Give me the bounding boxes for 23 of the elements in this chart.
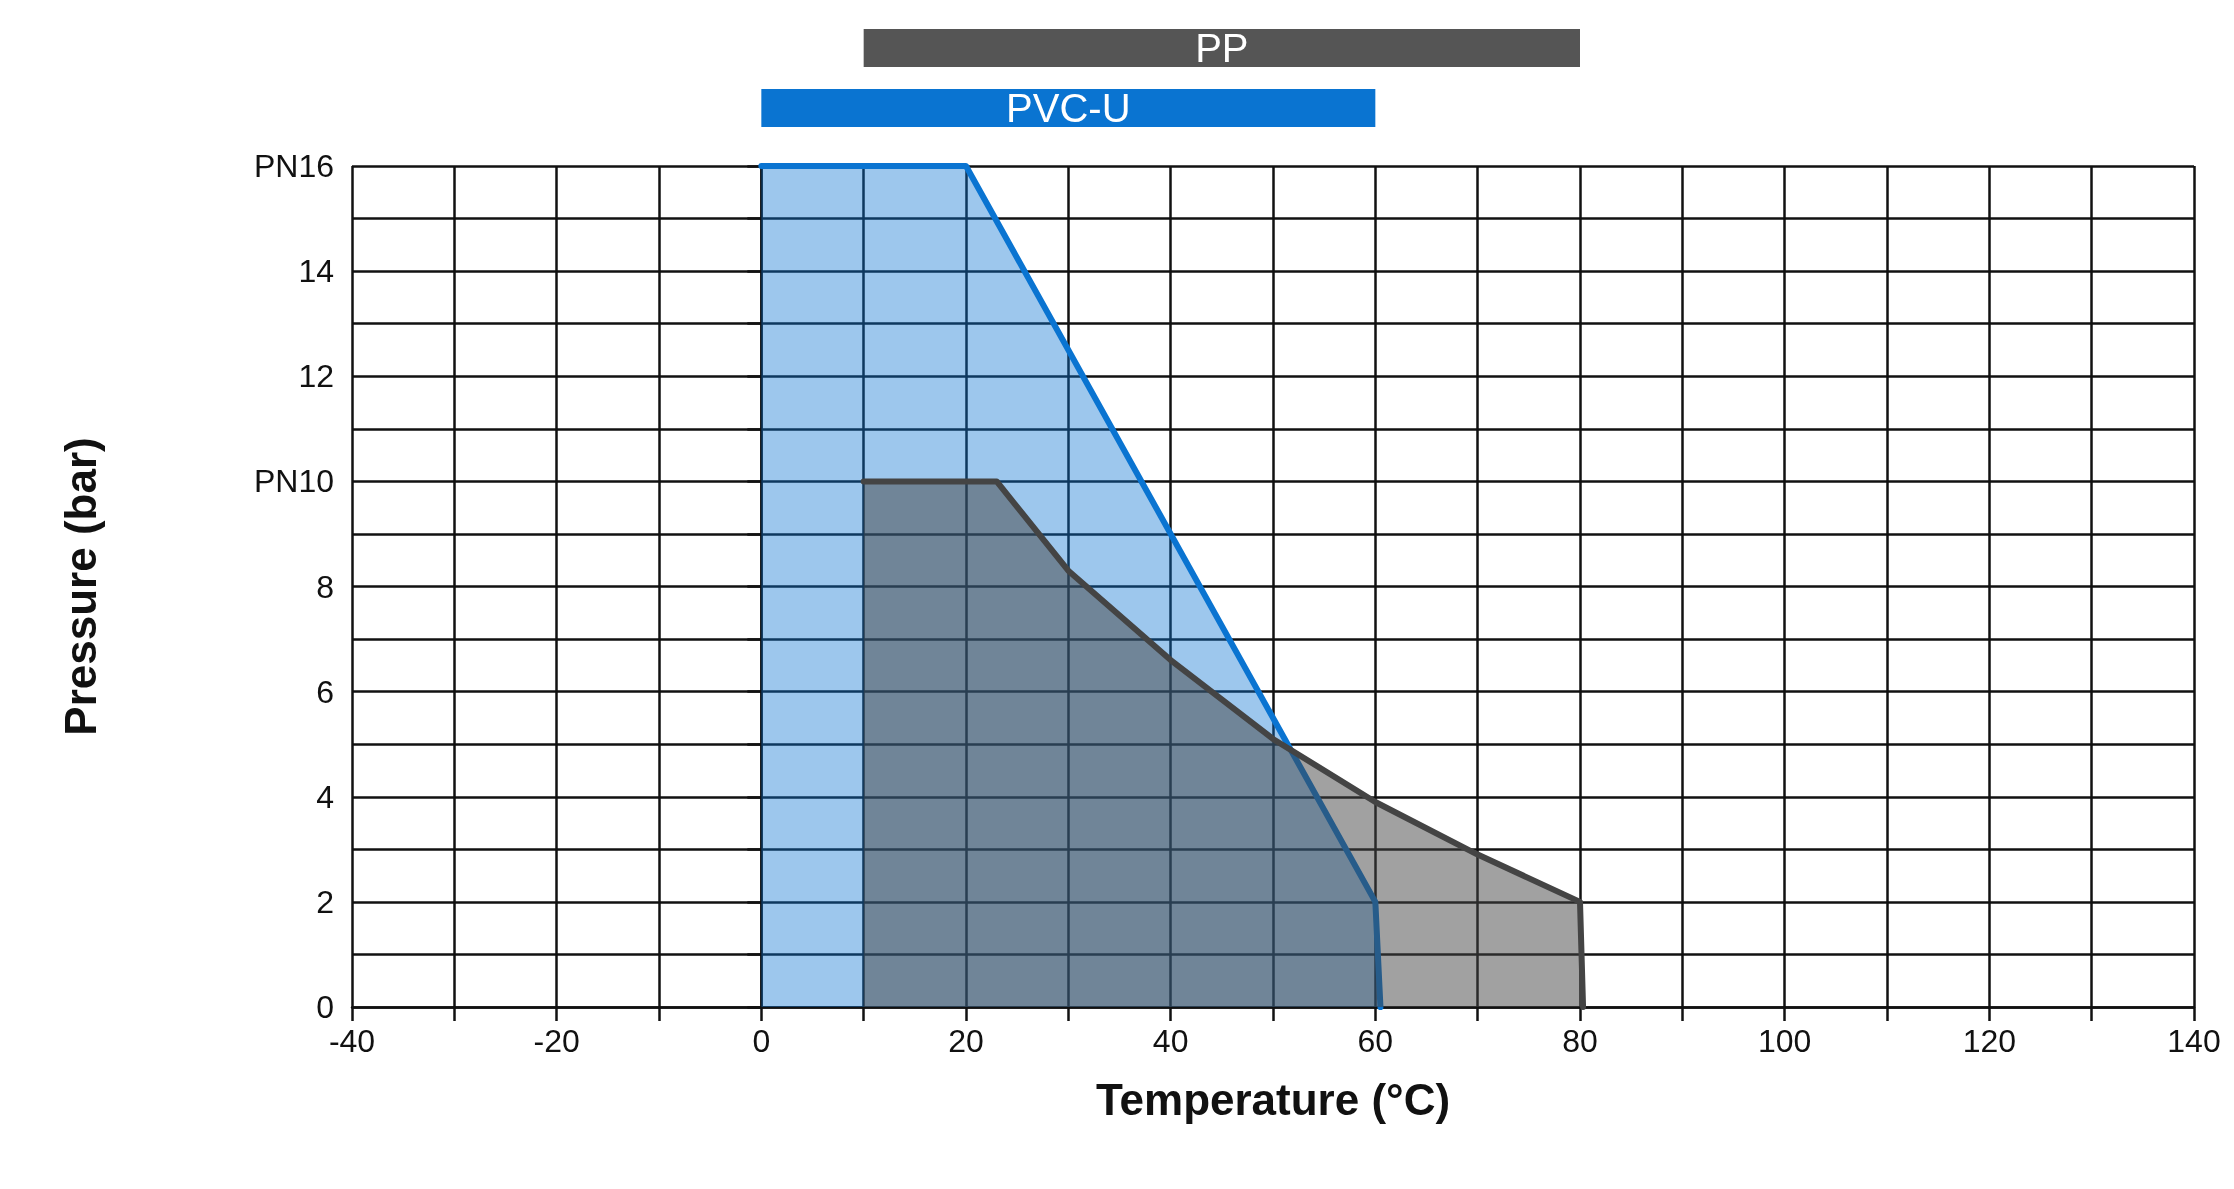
- x-tick-label: 100: [1757, 1023, 1812, 1059]
- x-tick-label: 140: [2167, 1023, 2221, 1059]
- x-tick-label: 20: [948, 1023, 984, 1059]
- y-tick-label: 12: [298, 358, 334, 395]
- y-tick-label: 2: [316, 883, 334, 920]
- y-tick-label: PP: [1195, 26, 1249, 70]
- x-tick-label: 0: [752, 1023, 771, 1059]
- y-tick-label: 6: [316, 673, 334, 710]
- y-tick-label: 0: [316, 989, 334, 1025]
- y-tick-label: PVC-U: [1006, 86, 1131, 130]
- y-axis-title: Pressure (bar): [55, 437, 105, 736]
- x-tick-label: 40: [1152, 1023, 1189, 1059]
- x-tick-label: 120: [1962, 1023, 2017, 1059]
- y-tick-label: PN16: [253, 148, 334, 184]
- y-tick-label: 8: [316, 568, 334, 605]
- x-axis-title: Temperature (°C): [1095, 1074, 1451, 1124]
- x-tick-label: 60: [1357, 1023, 1394, 1059]
- x-tick-label: -40: [328, 1023, 376, 1059]
- y-tick-label: 4: [316, 778, 334, 815]
- x-tick-label: 80: [1562, 1023, 1598, 1059]
- y-tick-label: PN10: [253, 463, 334, 500]
- x-tick-label: -20: [533, 1023, 580, 1059]
- y-tick-label: 14: [298, 253, 334, 290]
